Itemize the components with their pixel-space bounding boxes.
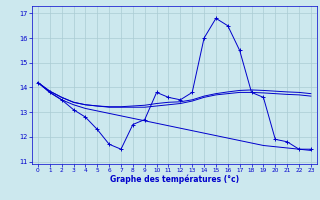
X-axis label: Graphe des températures (°c): Graphe des températures (°c) — [110, 175, 239, 184]
